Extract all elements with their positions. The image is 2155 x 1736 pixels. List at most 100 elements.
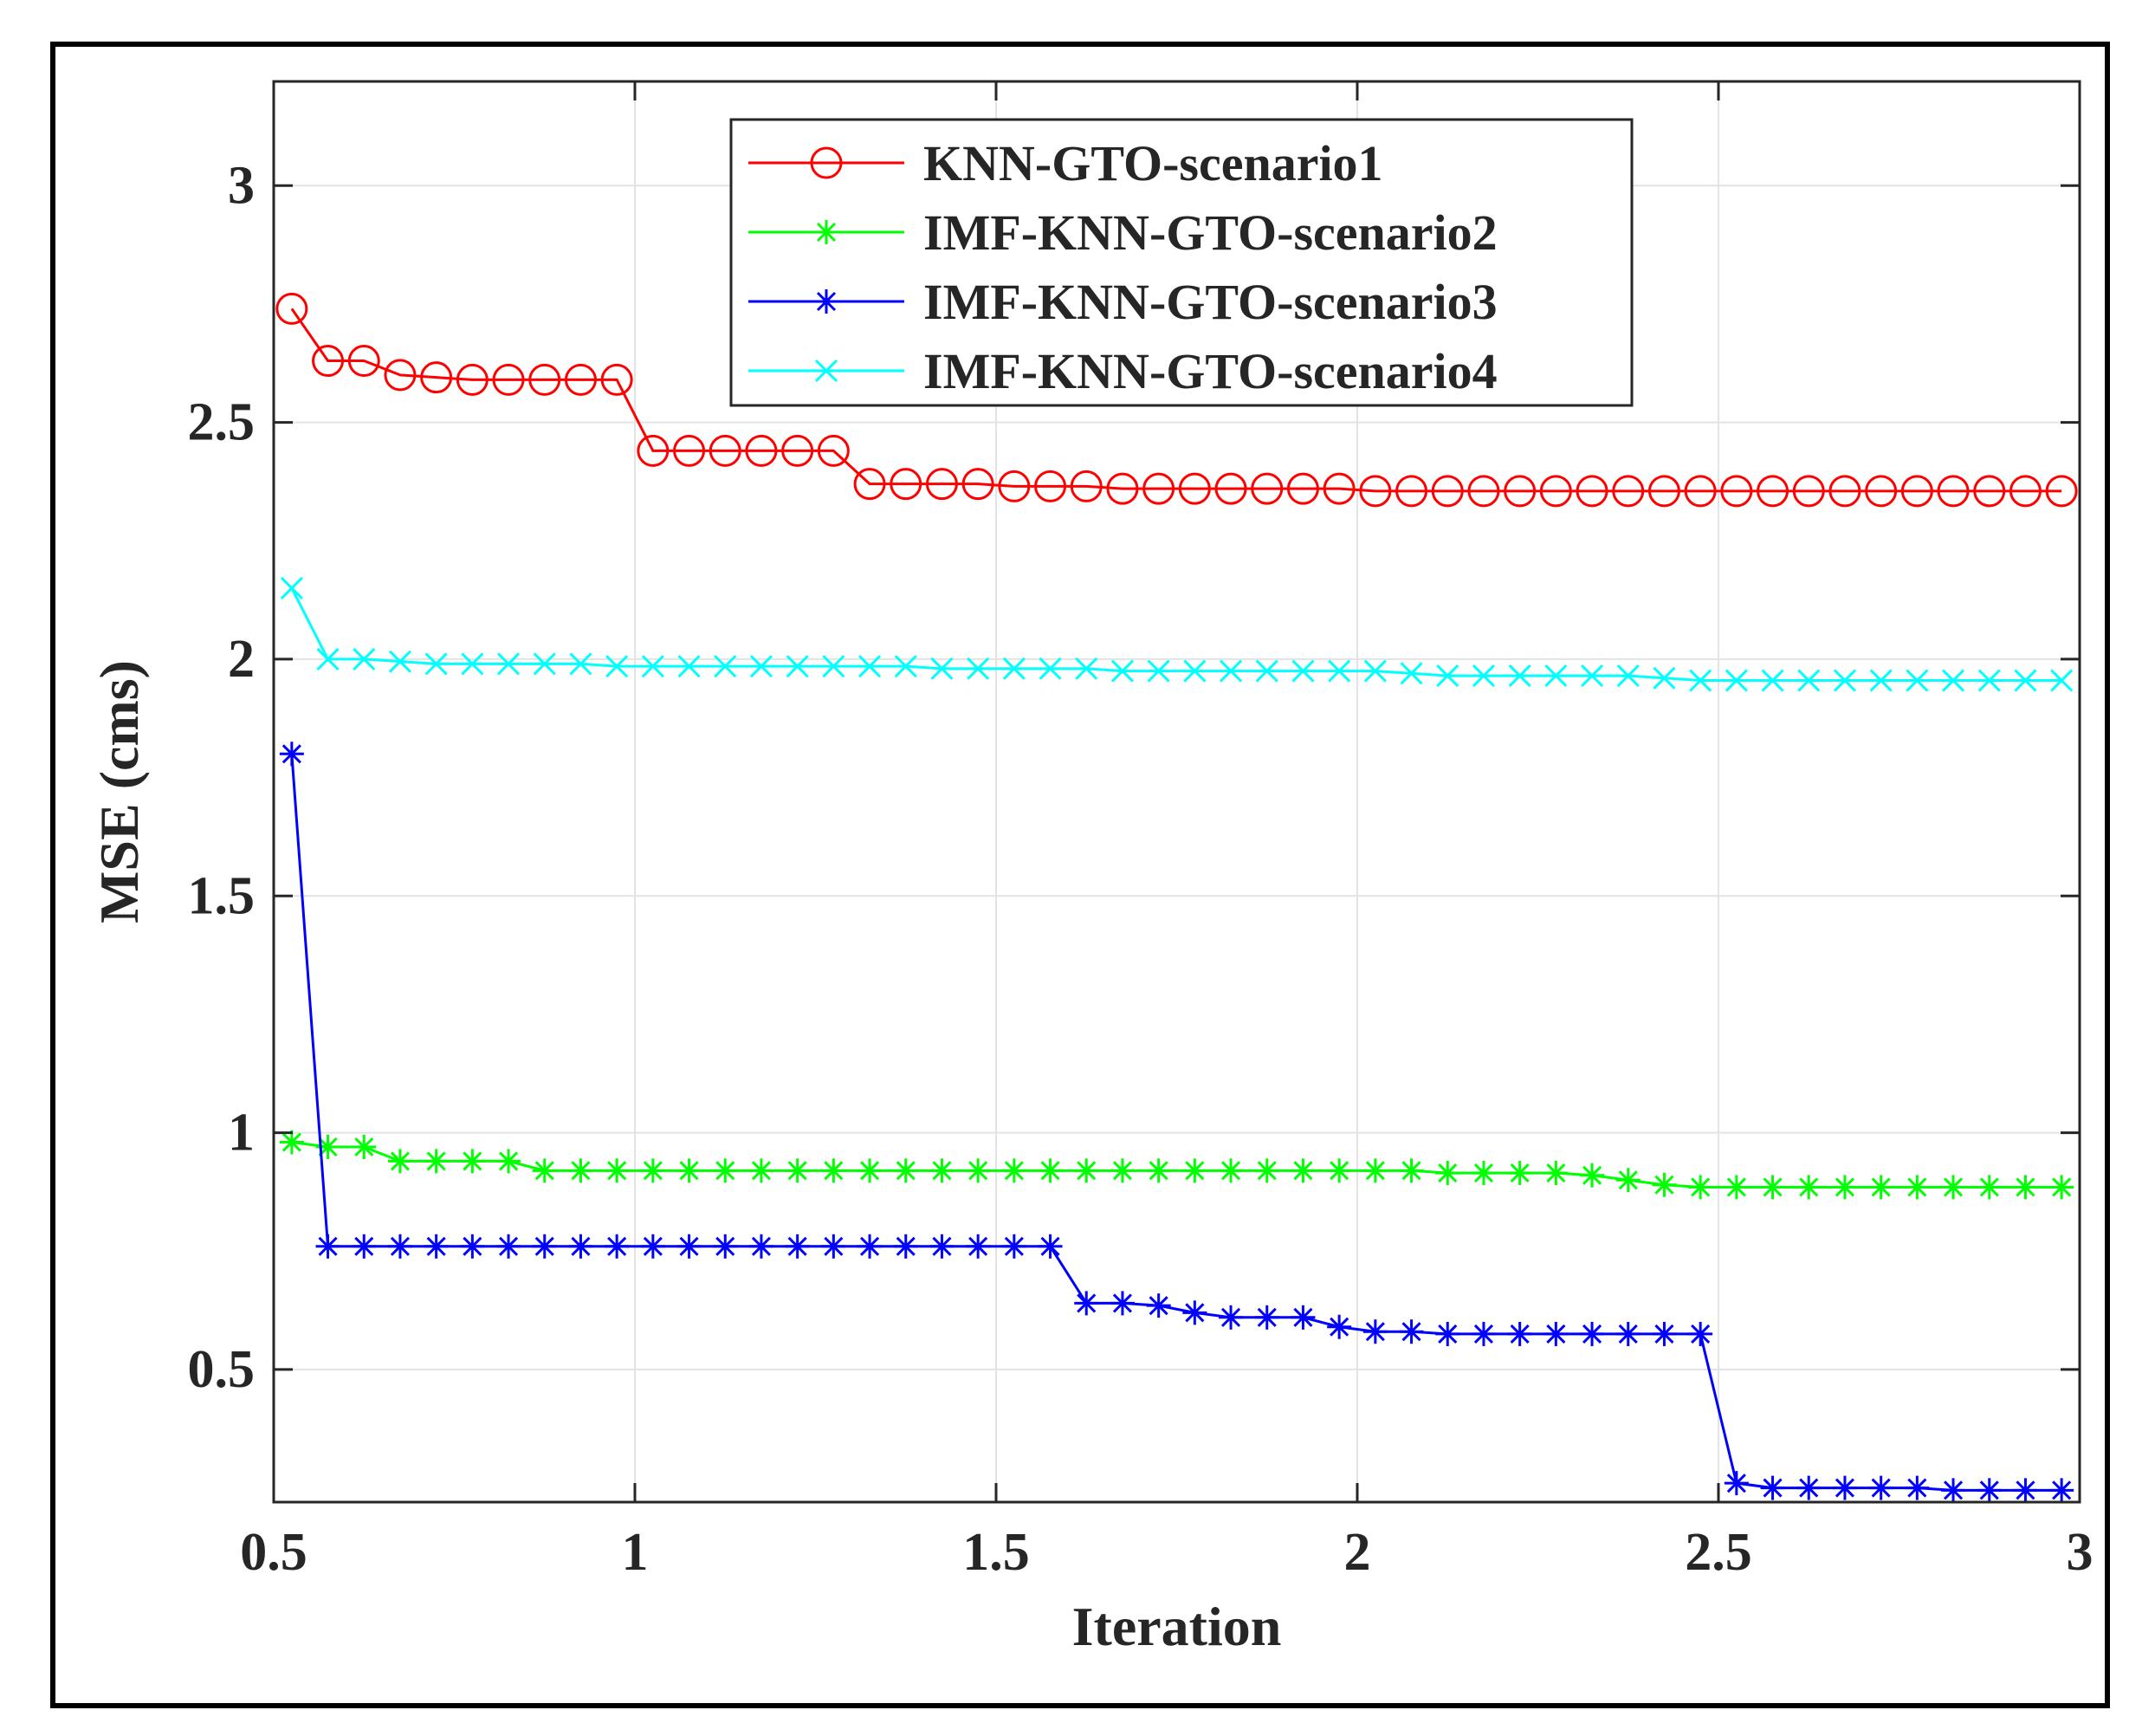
series-layer bbox=[275, 292, 2078, 1503]
data-point bbox=[1146, 1158, 1171, 1183]
x-tick-label: 1 bbox=[622, 1523, 649, 1582]
data-point bbox=[673, 434, 706, 467]
data-point bbox=[496, 652, 521, 676]
data-point bbox=[1828, 475, 1861, 508]
marker-stroke bbox=[2050, 669, 2074, 692]
data-point bbox=[893, 1234, 918, 1259]
data-point bbox=[1865, 475, 1898, 508]
data-point bbox=[279, 1130, 304, 1155]
marker-stroke bbox=[1906, 669, 1929, 692]
data-point bbox=[677, 655, 701, 678]
data-point bbox=[1359, 475, 1392, 508]
data-point bbox=[966, 1234, 991, 1259]
data-point bbox=[925, 468, 958, 501]
marker-stroke bbox=[715, 1236, 735, 1256]
data-point bbox=[1689, 669, 1712, 692]
data-point bbox=[1868, 1175, 1893, 1200]
data-point bbox=[1286, 472, 1319, 505]
data-point bbox=[2049, 1175, 2074, 1200]
marker-stroke bbox=[1438, 1163, 1458, 1183]
legend-item: IMF-KNN-GTO-scenario3 bbox=[748, 274, 1498, 330]
marker-stroke bbox=[786, 655, 809, 678]
marker-stroke bbox=[677, 655, 701, 678]
data-point bbox=[1431, 475, 1464, 508]
data-point bbox=[1796, 1175, 1822, 1200]
data-point bbox=[2009, 475, 2042, 508]
data-point bbox=[1796, 1475, 1822, 1500]
marker-stroke bbox=[1833, 669, 1857, 692]
marker-stroke bbox=[1907, 1177, 1927, 1197]
data-point bbox=[384, 359, 417, 392]
data-point bbox=[1075, 657, 1098, 680]
data-point bbox=[894, 655, 917, 678]
marker-stroke bbox=[894, 655, 917, 678]
marker-stroke bbox=[424, 652, 448, 676]
data-point bbox=[1327, 1314, 1352, 1339]
legend-marker bbox=[814, 359, 838, 383]
data-point bbox=[1576, 475, 1608, 508]
data-point bbox=[1070, 470, 1103, 502]
data-point bbox=[1905, 1475, 1930, 1500]
marker-stroke bbox=[1400, 662, 1423, 685]
marker-stroke bbox=[1110, 659, 1135, 683]
data-point bbox=[1328, 659, 1351, 683]
marker-stroke bbox=[1797, 669, 1821, 692]
data-point bbox=[1362, 1319, 1388, 1344]
data-point bbox=[1291, 1305, 1316, 1330]
data-point bbox=[1291, 1158, 1316, 1183]
data-point bbox=[279, 742, 304, 767]
data-point bbox=[1977, 669, 2001, 692]
data-point bbox=[1833, 669, 1857, 692]
marker-stroke bbox=[714, 655, 737, 678]
data-point bbox=[1400, 662, 1423, 685]
data-point bbox=[1038, 1234, 1063, 1259]
marker-stroke bbox=[2016, 1480, 2035, 1500]
data-point bbox=[857, 1234, 883, 1259]
marker-stroke bbox=[607, 1236, 627, 1256]
marker-stroke bbox=[1869, 669, 1893, 692]
marker-stroke bbox=[2016, 1177, 2035, 1197]
data-point bbox=[2049, 1478, 2074, 1503]
data-point bbox=[2013, 1478, 2038, 1503]
data-point bbox=[1219, 659, 1243, 683]
x-tick-label: 3 bbox=[2067, 1523, 2094, 1582]
marker-stroke bbox=[1941, 669, 1965, 692]
marker-stroke bbox=[1580, 664, 1604, 688]
data-point bbox=[1580, 664, 1604, 688]
data-point bbox=[1399, 1158, 1424, 1183]
data-point bbox=[1327, 1158, 1352, 1183]
data-point bbox=[1395, 475, 1428, 508]
data-point bbox=[1471, 1161, 1496, 1186]
data-point bbox=[1544, 664, 1568, 688]
marker-stroke bbox=[822, 655, 845, 678]
data-point bbox=[1472, 664, 1496, 688]
data-point bbox=[2045, 475, 2078, 508]
marker-stroke bbox=[1328, 659, 1351, 683]
data-point bbox=[1436, 664, 1459, 688]
marker-stroke bbox=[1977, 669, 2001, 692]
marker-stroke bbox=[1365, 1322, 1385, 1342]
data-point bbox=[1182, 1158, 1207, 1183]
y-tick-label: 3 bbox=[228, 156, 255, 215]
series-2 bbox=[279, 1130, 2074, 1200]
marker-stroke bbox=[1004, 1161, 1024, 1181]
data-point bbox=[930, 657, 954, 680]
data-point bbox=[461, 652, 484, 676]
data-point bbox=[1399, 1319, 1424, 1344]
data-point bbox=[1543, 1321, 1569, 1346]
marker-stroke bbox=[1654, 1175, 1674, 1195]
marker-stroke bbox=[1689, 669, 1712, 692]
marker-stroke bbox=[2052, 1177, 2072, 1197]
marker-stroke bbox=[1472, 664, 1496, 688]
marker-stroke bbox=[643, 1161, 663, 1181]
data-point bbox=[1832, 1475, 1857, 1500]
data-point bbox=[713, 1158, 738, 1183]
series-4 bbox=[280, 576, 2074, 692]
marker-stroke bbox=[968, 1161, 988, 1181]
data-point bbox=[1110, 1291, 1135, 1316]
marker-stroke bbox=[1691, 1324, 1711, 1344]
marker-stroke bbox=[749, 655, 773, 678]
data-point bbox=[1612, 475, 1645, 508]
data-point bbox=[1688, 1175, 1713, 1200]
legend-label: IMF-KNN-GTO-scenario3 bbox=[923, 274, 1498, 330]
